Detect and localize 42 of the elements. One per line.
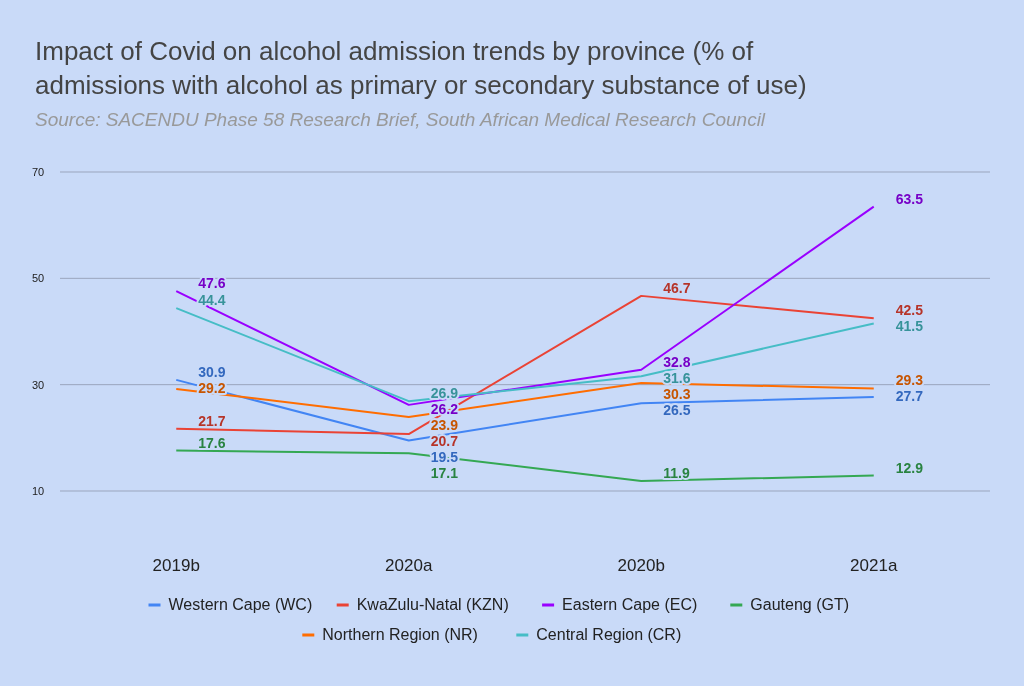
data-label: 29.2 [198, 379, 226, 396]
data-label: 32.8 [663, 353, 691, 370]
y-tick-label: 70 [31, 166, 45, 178]
line-series [175, 294, 875, 436]
x-tick-label: 2020b [617, 556, 665, 575]
y-tick-label: 30 [31, 378, 45, 391]
legend-label: Gauteng (GT) [750, 596, 849, 613]
line-series [175, 307, 875, 403]
data-label: 26.9 [430, 385, 459, 402]
chart-subtitle: Source: SACENDU Phase 58 Research Brief, South African Medical Research Council [35, 109, 766, 130]
legend-label: KwaZulu-Natal (KZN) [356, 596, 509, 613]
data-label: 31.6 [663, 369, 691, 386]
line-series [175, 449, 875, 482]
legend-label: Central Region (CR) [536, 626, 682, 643]
data-label: 20.7 [430, 433, 459, 450]
data-label: 26.5 [663, 401, 691, 418]
y-tick-label: 50 [31, 272, 45, 285]
x-tick-label: 2021a [850, 556, 898, 575]
data-label: 21.7 [198, 412, 226, 429]
data-label: 17.6 [198, 434, 226, 451]
data-label: 30.9 [198, 363, 226, 380]
data-label: 29.3 [895, 372, 924, 389]
data-label: 47.6 [198, 275, 226, 292]
legend-label: Eastern Cape (EC) [562, 596, 698, 613]
legend-label: Northern Region (NR) [322, 626, 478, 643]
chart-title: Impact of Covid on alcohol admission trends by province (% of admissions with alcohol as primary or secondary substance of use) [35, 36, 807, 100]
y-tick-label: 10 [31, 485, 45, 497]
data-label: 27.7 [895, 388, 924, 405]
line-series [175, 205, 875, 406]
x-tick-label: 2019b [152, 556, 200, 575]
data-label: 30.3 [663, 385, 691, 402]
data-label: 23.9 [430, 417, 459, 434]
data-label: 42.5 [895, 302, 924, 319]
data-label: 63.5 [895, 190, 924, 207]
data-label: 41.5 [895, 318, 924, 335]
data-label: 44.4 [198, 292, 226, 309]
legend-label: Western Cape (WC) [168, 596, 313, 613]
x-tick-label: 2020a [385, 556, 433, 575]
data-label: 11.9 [663, 464, 690, 481]
data-label: 12.9 [895, 459, 924, 476]
data-label: 46.7 [663, 279, 691, 296]
data-label: 17.1 [430, 465, 459, 482]
